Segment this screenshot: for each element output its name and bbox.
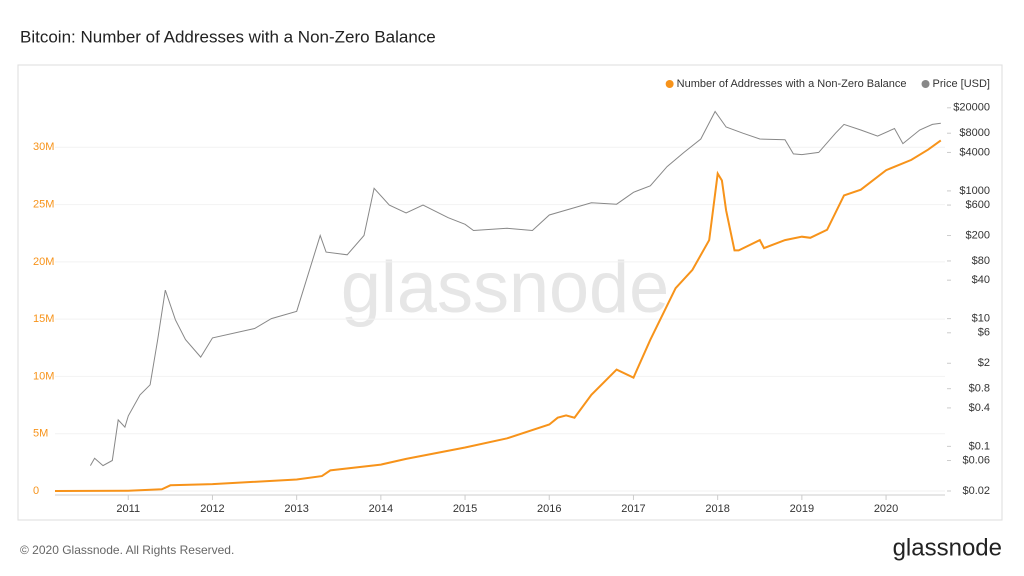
x-tick-label: 2011	[116, 503, 140, 515]
y2-tick-label: $2	[978, 357, 990, 369]
watermark: glassnode	[341, 248, 669, 328]
x-tick-label: 2017	[621, 503, 645, 515]
y2-tick-label: $40	[972, 274, 990, 286]
y2-tick-label: $8000	[959, 127, 990, 139]
y-tick-label: 30M	[33, 141, 54, 153]
x-tick-label: 2013	[284, 503, 308, 515]
y2-tick-label: $6	[978, 327, 990, 339]
series-line	[54, 139, 942, 492]
y-tick-label: 0	[33, 485, 39, 497]
y2-tick-label: $200	[966, 229, 990, 241]
x-tick-label: 2018	[705, 503, 729, 515]
y-tick-label: 20M	[33, 256, 54, 268]
legend-label: Number of Addresses with a Non-Zero Bala…	[677, 78, 907, 90]
title: Bitcoin: Number of Addresses with a Non-…	[20, 27, 436, 46]
y2-tick-label: $0.06	[962, 454, 990, 466]
footer: © 2020 Glassnode. All Rights Reserved.	[20, 543, 234, 557]
legend-label: Price [USD]	[933, 78, 990, 90]
frame	[17, 64, 1003, 521]
y2-tick-label: $1000	[959, 185, 990, 197]
y2-tick-label: $10	[972, 313, 990, 325]
y2-tick-label: $20000	[953, 102, 990, 114]
x-tick-label: 2012	[200, 503, 224, 515]
y2-tick-label: $600	[966, 199, 990, 211]
y2-tick-label: $0.02	[962, 485, 990, 497]
y2-tick-label: $4000	[959, 146, 990, 158]
y2-tick-label: $0.4	[969, 402, 990, 414]
legend-swatch	[921, 80, 930, 88]
x-tick-label: 2014	[369, 503, 393, 515]
y-tick-label: 15M	[33, 313, 54, 325]
y2-tick-label: $80	[972, 255, 990, 267]
legend-swatch	[665, 80, 674, 88]
y2-tick-label: $0.1	[969, 440, 990, 452]
y-tick-label: 5M	[33, 428, 48, 440]
logo: glassnode	[893, 534, 1002, 561]
x-tick-label: 2020	[874, 503, 898, 515]
x-tick-label: 2019	[790, 503, 814, 515]
y-tick-label: 10M	[33, 370, 54, 382]
series-line	[89, 110, 941, 467]
y-tick-label: 25M	[33, 198, 54, 210]
y2-tick-label: $0.8	[969, 383, 990, 395]
x-tick-label: 2015	[453, 503, 477, 515]
x-tick-label: 2016	[537, 503, 561, 515]
